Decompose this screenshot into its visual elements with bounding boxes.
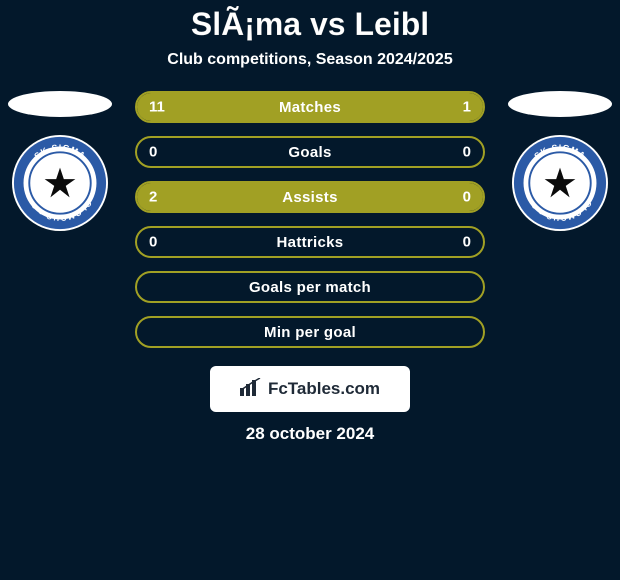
- stat-value-right: 0: [463, 189, 471, 206]
- stat-label: Matches: [279, 99, 341, 116]
- club-left: SK SIGMA OLOMOUC a.s.: [0, 91, 120, 231]
- title: SlÃ¡ma vs Leibl: [0, 6, 620, 43]
- stat-value-left: 0: [149, 234, 157, 251]
- date: 28 october 2024: [0, 424, 620, 444]
- stat-value-left: 11: [149, 99, 165, 116]
- stat-label: Goals per match: [249, 279, 371, 296]
- stat-value-right: 1: [463, 99, 471, 116]
- stat-row-goals: Goals 0 0: [135, 136, 485, 168]
- stat-row-min-per-goal: Min per goal: [135, 316, 485, 348]
- club-logo-right: SK SIGMA OLOMOUC a.s.: [512, 135, 608, 231]
- subtitle: Club competitions, Season 2024/2025: [0, 51, 620, 69]
- badge-ellipse: [8, 91, 112, 117]
- bar-fill-right: [431, 93, 483, 121]
- stat-label: Assists: [282, 189, 337, 206]
- badge-ellipse: [508, 91, 612, 117]
- stat-bars: Matches111Goals00Assists20Hattricks00Goa…: [135, 91, 485, 348]
- stat-row-matches: Matches111: [135, 91, 485, 123]
- stat-label: Hattricks: [277, 234, 344, 251]
- stat-value-right: 0: [463, 144, 471, 161]
- chart-icon: [240, 378, 262, 401]
- stat-value-left: 2: [149, 189, 157, 206]
- stat-label: Min per goal: [264, 324, 356, 341]
- stat-row-goals-per-match: Goals per match: [135, 271, 485, 303]
- club-logo-left: SK SIGMA OLOMOUC a.s.: [12, 135, 108, 231]
- stat-row-assists: Assists 2 0: [135, 181, 485, 213]
- comparison-card: SlÃ¡ma vs Leibl Club competitions, Seaso…: [0, 0, 620, 580]
- branding-label: FcTables.com: [268, 379, 380, 399]
- stat-value-right: 0: [463, 234, 471, 251]
- stat-value-left: 0: [149, 144, 157, 161]
- club-right: SK SIGMA OLOMOUC a.s.: [500, 91, 620, 231]
- stat-label: Goals: [288, 144, 331, 161]
- stage: SK SIGMA OLOMOUC a.s. SK SIGMA: [0, 91, 620, 348]
- stat-row-hattricks: Hattricks 0 0: [135, 226, 485, 258]
- branding-badge[interactable]: FcTables.com: [210, 366, 410, 412]
